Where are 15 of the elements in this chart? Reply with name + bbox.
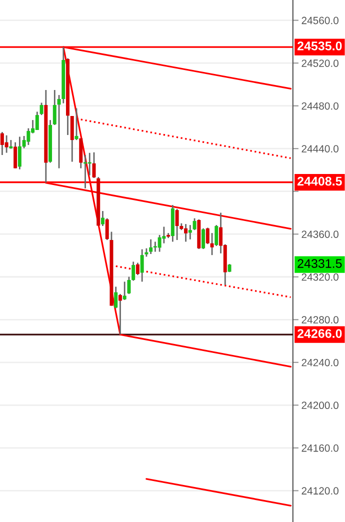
y-tick-label: 24200.0 [302,402,338,410]
y-tick-label: 24120.0 [302,487,338,495]
ref-line-label: 24408.5 [298,176,342,186]
text: 24331.5 [298,259,342,268]
y-tick-label: 24480.0 [302,102,338,110]
y-tick-label: 24320.0 [302,273,338,281]
ref-line-label: 24266.0 [298,329,342,338]
y-tick-label: 24560.0 [302,16,338,24]
y-tick-label: 24280.0 [302,316,338,324]
y-tick-label: 24440.0 [302,145,338,152]
y-tick-label: 24360.0 [302,230,338,238]
ref-line-label: 24535.0 [298,42,342,50]
y-tick-label: 24240.0 [302,358,338,366]
y-tick-label: 24520.0 [302,60,338,67]
y-tick-label: 24160.0 [302,444,338,452]
